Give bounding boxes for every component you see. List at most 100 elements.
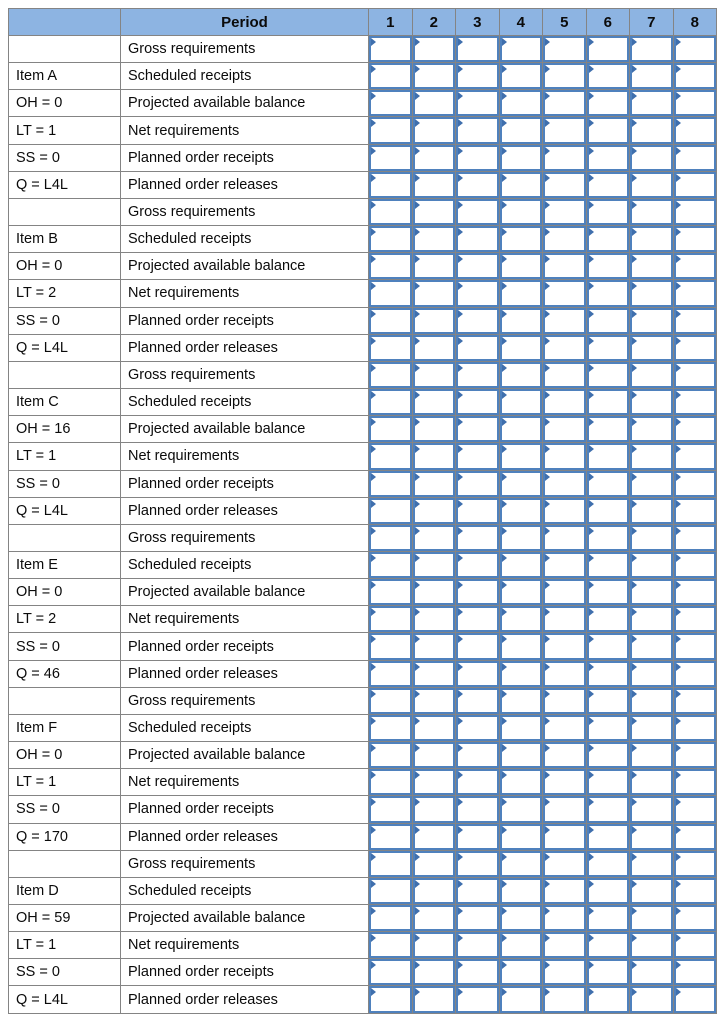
answer-input[interactable] (369, 633, 412, 660)
answer-input[interactable] (673, 878, 716, 904)
answer-input[interactable] (543, 661, 586, 687)
answer-input[interactable] (369, 715, 412, 741)
answer-input[interactable] (369, 335, 412, 361)
answer-input[interactable] (412, 471, 455, 497)
answer-input[interactable] (543, 525, 586, 551)
answer-input[interactable] (673, 498, 716, 524)
answer-input[interactable] (456, 416, 499, 442)
answer-input[interactable] (369, 498, 412, 524)
answer-input[interactable] (543, 498, 586, 524)
answer-input[interactable] (586, 606, 629, 632)
answer-input[interactable] (412, 443, 455, 469)
answer-input[interactable] (586, 471, 629, 497)
answer-input[interactable] (543, 117, 586, 144)
answer-input[interactable] (499, 443, 542, 469)
answer-input[interactable] (456, 661, 499, 687)
answer-input[interactable] (630, 824, 673, 850)
answer-input[interactable] (369, 905, 412, 931)
answer-input[interactable] (543, 552, 586, 578)
answer-input[interactable] (369, 90, 412, 116)
answer-input[interactable] (499, 606, 542, 632)
answer-input[interactable] (412, 253, 455, 279)
answer-input[interactable] (499, 335, 542, 361)
answer-input[interactable] (369, 416, 412, 442)
answer-input[interactable] (630, 851, 673, 877)
answer-input[interactable] (586, 552, 629, 578)
answer-input[interactable] (499, 280, 542, 307)
answer-input[interactable] (456, 878, 499, 904)
answer-input[interactable] (543, 36, 586, 62)
answer-input[interactable] (543, 878, 586, 904)
answer-input[interactable] (412, 362, 455, 388)
answer-input[interactable] (369, 579, 412, 605)
answer-input[interactable] (586, 579, 629, 605)
answer-input[interactable] (543, 389, 586, 415)
answer-input[interactable] (456, 525, 499, 551)
answer-input[interactable] (543, 280, 586, 307)
answer-input[interactable] (586, 986, 629, 1013)
answer-input[interactable] (586, 226, 629, 252)
answer-input[interactable] (630, 362, 673, 388)
answer-input[interactable] (412, 959, 455, 985)
answer-input[interactable] (412, 796, 455, 823)
answer-input[interactable] (499, 552, 542, 578)
answer-input[interactable] (673, 606, 716, 632)
answer-input[interactable] (586, 416, 629, 442)
answer-input[interactable] (586, 688, 629, 714)
answer-input[interactable] (673, 443, 716, 469)
answer-input[interactable] (673, 389, 716, 415)
answer-input[interactable] (630, 905, 673, 931)
answer-input[interactable] (412, 63, 455, 89)
answer-input[interactable] (369, 986, 412, 1013)
answer-input[interactable] (543, 362, 586, 388)
answer-input[interactable] (630, 308, 673, 334)
answer-input[interactable] (456, 362, 499, 388)
answer-input[interactable] (630, 226, 673, 252)
answer-input[interactable] (543, 688, 586, 714)
answer-input[interactable] (543, 579, 586, 605)
answer-input[interactable] (630, 471, 673, 497)
answer-input[interactable] (673, 742, 716, 768)
answer-input[interactable] (586, 145, 629, 171)
answer-input[interactable] (673, 633, 716, 660)
answer-input[interactable] (456, 280, 499, 307)
answer-input[interactable] (673, 145, 716, 171)
answer-input[interactable] (499, 579, 542, 605)
answer-input[interactable] (369, 769, 412, 795)
answer-input[interactable] (586, 36, 629, 62)
answer-input[interactable] (499, 796, 542, 823)
answer-input[interactable] (456, 742, 499, 768)
answer-input[interactable] (673, 579, 716, 605)
answer-input[interactable] (369, 389, 412, 415)
answer-input[interactable] (673, 824, 716, 850)
answer-input[interactable] (499, 525, 542, 551)
answer-input[interactable] (630, 742, 673, 768)
answer-input[interactable] (630, 36, 673, 62)
answer-input[interactable] (499, 172, 542, 198)
answer-input[interactable] (369, 443, 412, 469)
answer-input[interactable] (586, 878, 629, 904)
answer-input[interactable] (630, 253, 673, 279)
answer-input[interactable] (369, 606, 412, 632)
answer-input[interactable] (412, 172, 455, 198)
answer-input[interactable] (630, 90, 673, 116)
answer-input[interactable] (412, 498, 455, 524)
answer-input[interactable] (543, 959, 586, 985)
answer-input[interactable] (412, 199, 455, 225)
answer-input[interactable] (673, 117, 716, 144)
answer-input[interactable] (369, 172, 412, 198)
answer-input[interactable] (586, 308, 629, 334)
answer-input[interactable] (543, 63, 586, 89)
answer-input[interactable] (499, 986, 542, 1013)
answer-input[interactable] (586, 742, 629, 768)
answer-input[interactable] (586, 253, 629, 279)
answer-input[interactable] (412, 606, 455, 632)
answer-input[interactable] (586, 905, 629, 931)
answer-input[interactable] (456, 715, 499, 741)
answer-input[interactable] (586, 932, 629, 958)
answer-input[interactable] (412, 525, 455, 551)
answer-input[interactable] (499, 959, 542, 985)
answer-input[interactable] (456, 498, 499, 524)
answer-input[interactable] (412, 769, 455, 795)
answer-input[interactable] (543, 172, 586, 198)
